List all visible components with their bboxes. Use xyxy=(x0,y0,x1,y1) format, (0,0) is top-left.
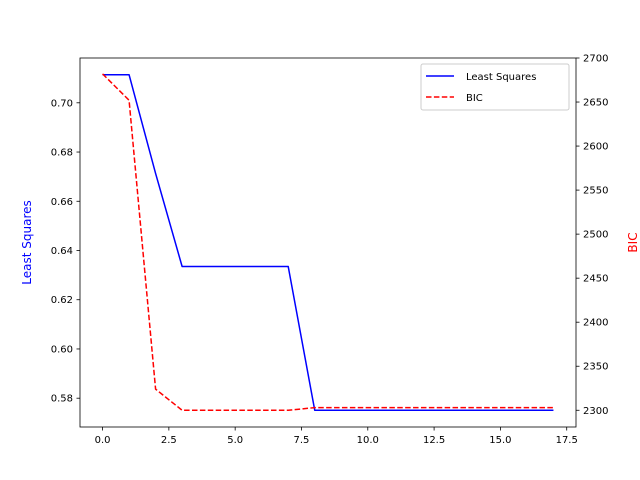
y-right-tick-label: 2700 xyxy=(583,54,608,65)
y-left-tick-label: 0.68 xyxy=(51,148,73,159)
y-left-tick-label: 0.62 xyxy=(51,295,73,306)
x-tick-label: 5.0 xyxy=(227,435,243,446)
plot-area xyxy=(102,73,554,412)
legend-label: Least Squares xyxy=(466,72,536,83)
y-left-tick-label: 0.58 xyxy=(51,394,73,405)
legend-label: BIC xyxy=(466,93,483,104)
axes: 0.0 2.5 5.0 7.5 10.0 12.5 15.0 17.5 0.58 0.60 0.62… xyxy=(20,54,640,447)
x-tick-label: 2.5 xyxy=(161,435,177,446)
x-tick-label: 15.0 xyxy=(489,435,511,446)
y-right-tick-label: 2500 xyxy=(583,230,608,241)
y-right-axis-title: BIC xyxy=(626,232,640,252)
y-left-tick-label: 0.70 xyxy=(51,98,73,109)
legend: Least Squares BIC xyxy=(420,63,570,111)
series-line-bic xyxy=(102,73,554,412)
y-left-tick-label: 0.64 xyxy=(51,246,73,257)
x-tick-label: 10.0 xyxy=(357,435,379,446)
axes-frame xyxy=(79,57,577,428)
y-left-axis-title: Least Squares xyxy=(20,200,34,284)
y-right-tick-label: 2450 xyxy=(583,274,608,285)
x-tick-label: 17.5 xyxy=(556,435,578,446)
legend-box xyxy=(420,63,570,111)
y-right-tick-label: 2650 xyxy=(583,98,608,109)
y-right-tick-label: 2600 xyxy=(583,142,608,153)
y-left-tick-label: 0.60 xyxy=(51,344,73,355)
y-right-tick-label: 2400 xyxy=(583,318,608,329)
y-right-tick-label: 2300 xyxy=(583,406,608,417)
x-tick-label: 0.0 xyxy=(95,435,111,446)
series-line-least-squares xyxy=(102,73,554,412)
x-tick-label: 12.5 xyxy=(423,435,445,446)
y-left-tick-label: 0.66 xyxy=(51,197,73,208)
x-tick-label: 7.5 xyxy=(294,435,310,446)
y-right-tick-label: 2350 xyxy=(583,362,608,373)
y-right-tick-label: 2550 xyxy=(583,186,608,197)
